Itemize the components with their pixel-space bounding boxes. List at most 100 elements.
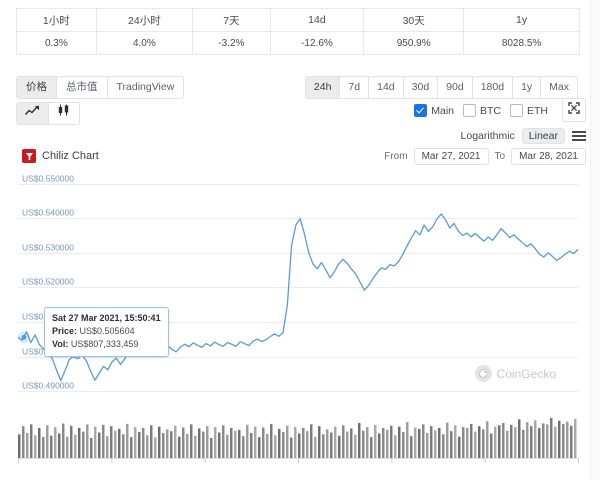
table-header-cell: 7天 <box>192 8 271 32</box>
checkbox-eth-label: ETH <box>527 104 548 117</box>
time-range-tabs[interactable]: 24h 7d 14d 30d 90d 180d 1y Max <box>304 76 578 99</box>
checkbox-eth[interactable]: ETH <box>510 104 548 117</box>
volume-bar <box>566 421 569 458</box>
tooltip-price-label: Price: <box>52 326 78 336</box>
table-header-cell: 14d <box>269 8 365 32</box>
volume-bar <box>34 435 37 458</box>
price-change-table: 1小时 24小时 7天 14d 30天 1y 0.3% 4.0% -3.2% -… <box>16 8 580 55</box>
volume-bar <box>202 431 205 458</box>
table-value-cell: 4.0% <box>95 31 194 55</box>
volume-bar <box>326 429 329 458</box>
volume-bar <box>146 435 149 458</box>
volume-bar <box>174 425 177 458</box>
volume-bar <box>334 426 337 458</box>
volume-bar <box>374 424 377 458</box>
volume-bar <box>142 428 145 458</box>
tab-market-cap[interactable]: 总市值 <box>57 77 108 98</box>
watermark-label: CoinGecko <box>496 366 556 381</box>
volume-bar <box>126 423 129 458</box>
volume-bar <box>178 436 181 458</box>
checkbox-btc[interactable]: BTC <box>463 104 501 117</box>
range-14d[interactable]: 14d <box>369 77 404 98</box>
volume-bar <box>470 423 473 458</box>
volume-bar <box>318 426 321 458</box>
tab-price[interactable]: 价格 <box>17 77 57 98</box>
range-7d[interactable]: 7d <box>340 77 370 98</box>
from-date-input[interactable]: Mar 27, 2021 <box>413 148 489 165</box>
volume-bar <box>330 432 333 458</box>
checkbox-eth-box[interactable] <box>510 104 523 117</box>
candlestick-chart-button[interactable] <box>49 103 79 124</box>
volume-bar <box>138 432 141 458</box>
y-axis-tick-label: US$0.540000 <box>22 208 74 218</box>
range-max[interactable]: Max <box>541 77 577 98</box>
table-value-cell: 8028.5% <box>463 31 580 55</box>
range-1y[interactable]: 1y <box>513 77 542 98</box>
volume-bar-chart[interactable] <box>0 410 586 480</box>
volume-bar <box>154 437 157 458</box>
fullscreen-button[interactable] <box>562 98 586 122</box>
volume-bar <box>446 422 449 458</box>
volume-bar <box>494 426 497 458</box>
table-value-cell: -12.6% <box>269 31 365 55</box>
volume-bar <box>542 423 545 458</box>
line-chart-button[interactable] <box>17 103 49 124</box>
volume-bar <box>258 437 261 458</box>
range-24h[interactable]: 24h <box>305 77 341 98</box>
volume-bar <box>274 435 277 458</box>
volume-bar <box>370 437 373 458</box>
volume-bar <box>86 424 89 458</box>
candlestick-chart-icon <box>57 103 71 124</box>
hamburger-menu-icon[interactable] <box>572 131 586 141</box>
table-value-row: 0.3% 4.0% -3.2% -12.6% 950.9% 8028.5% <box>16 31 580 55</box>
volume-bar <box>210 438 213 458</box>
volume-bar <box>530 426 533 458</box>
volume-bar <box>302 428 305 458</box>
to-date-input[interactable]: Mar 28, 2021 <box>511 148 586 165</box>
chart-title-label: Chiliz Chart <box>42 150 99 162</box>
volume-bar <box>66 436 69 458</box>
table-value-cell: -3.2% <box>192 31 271 55</box>
volume-bar <box>294 427 297 458</box>
line-chart-icon <box>24 103 40 124</box>
checkbox-btc-label: BTC <box>480 104 501 117</box>
checkbox-main[interactable]: Main <box>414 104 454 117</box>
volume-bar <box>254 426 257 458</box>
chart-type-tabs[interactable]: 价格 总市值 TradingView <box>16 76 185 99</box>
volume-bar <box>206 426 209 458</box>
tab-tradingview[interactable]: TradingView <box>107 77 184 98</box>
volume-bar <box>498 425 501 458</box>
volume-bar <box>478 426 481 458</box>
volume-bar <box>514 427 517 458</box>
volume-bar <box>574 418 577 458</box>
volume-bar <box>454 425 457 458</box>
scale-linear[interactable]: Linear <box>521 128 565 144</box>
range-30d[interactable]: 30d <box>403 77 439 98</box>
range-90d[interactable]: 90d <box>438 77 473 98</box>
volume-bar <box>38 428 41 458</box>
chart-style-tabs[interactable] <box>16 102 80 125</box>
volume-bar <box>506 430 509 458</box>
volume-bar <box>322 434 325 458</box>
scale-controls: Logarithmic Linear <box>461 128 586 144</box>
volume-bar <box>398 426 401 458</box>
volume-bar <box>402 432 405 458</box>
chiliz-logo-icon <box>22 149 36 163</box>
volume-bar <box>558 420 561 458</box>
volume-bar <box>22 426 25 458</box>
volume-bar <box>222 425 225 458</box>
y-axis-tick-label: US$0.490000 <box>22 381 74 391</box>
volume-bar <box>46 425 49 458</box>
volume-bar <box>54 427 57 458</box>
scale-logarithmic[interactable]: Logarithmic <box>460 130 515 142</box>
volume-bar <box>382 428 385 458</box>
range-180d[interactable]: 180d <box>472 77 514 98</box>
volume-bar <box>386 429 389 458</box>
checkbox-btc-box[interactable] <box>463 104 476 117</box>
volume-bar <box>526 422 529 458</box>
volume-bar <box>150 425 153 458</box>
volume-bar <box>58 433 61 458</box>
volume-bar <box>482 429 485 458</box>
checkbox-main-box[interactable] <box>414 104 428 117</box>
expand-icon <box>568 101 580 119</box>
